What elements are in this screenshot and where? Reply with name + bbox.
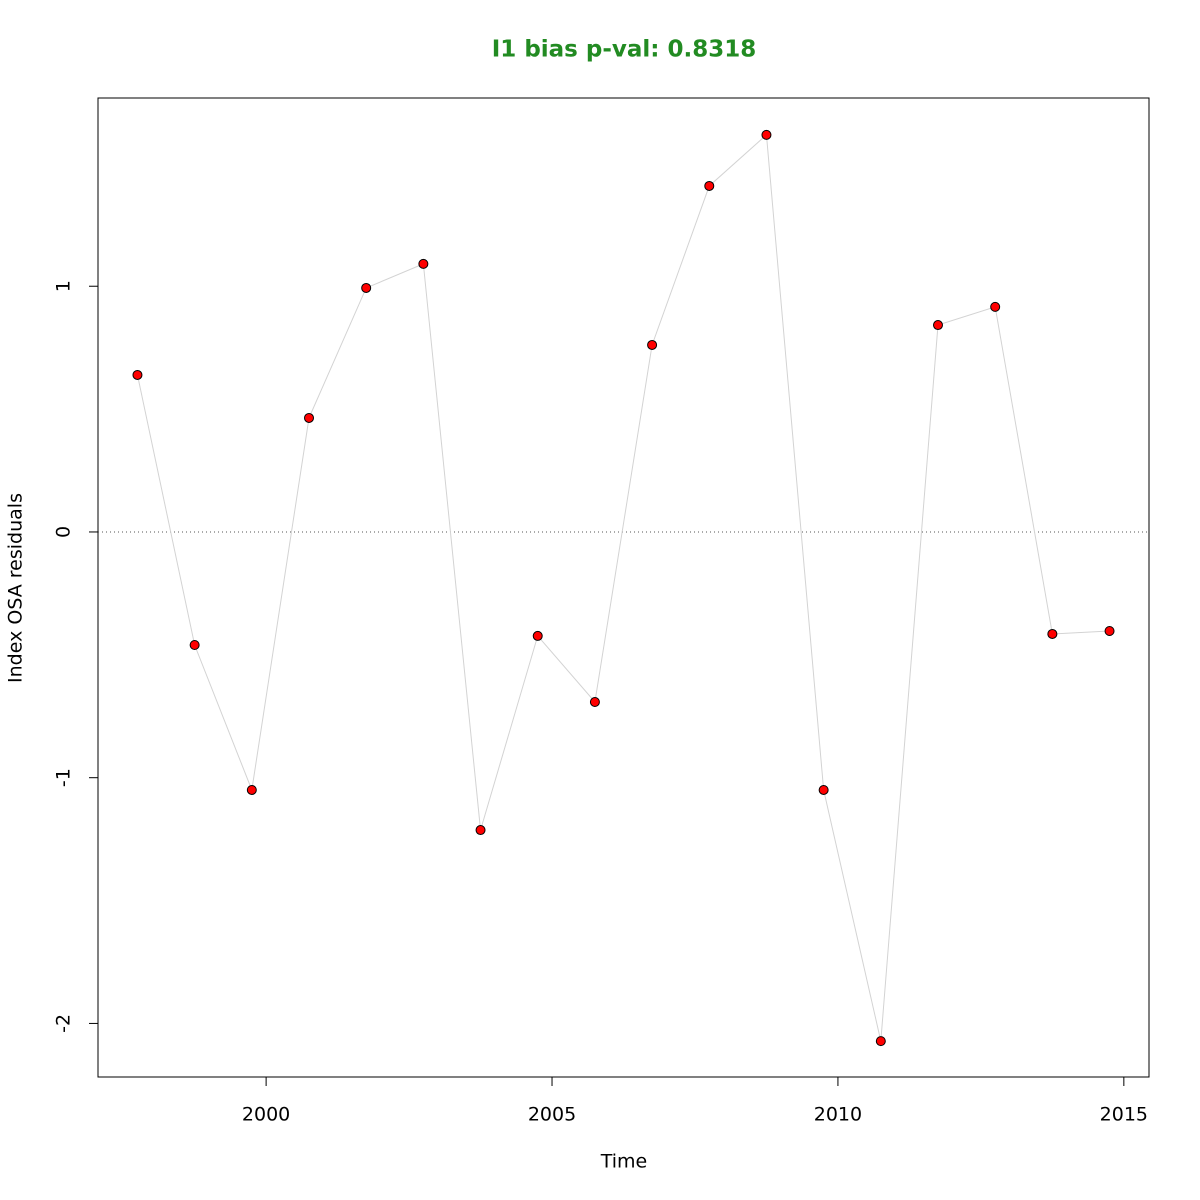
point: [475, 825, 486, 836]
y-axis-label: Index OSA residuals: [5, 493, 27, 683]
point: [132, 369, 143, 380]
point: [304, 412, 315, 423]
point: [818, 784, 829, 795]
point: [647, 339, 658, 350]
x-tick-label: 2015: [1100, 1104, 1148, 1126]
point: [761, 129, 772, 140]
x-axis-label: Time: [600, 1151, 648, 1173]
point: [189, 640, 200, 651]
point: [932, 320, 943, 331]
point: [704, 180, 715, 191]
point: [532, 630, 543, 641]
y-tick-label: -1: [53, 768, 75, 787]
x-tick-label: 2010: [814, 1104, 862, 1126]
y-tick-label: -2: [53, 1014, 75, 1033]
chart-title: I1 bias p-val: 0.8318: [492, 37, 757, 63]
point: [418, 258, 429, 269]
point: [1104, 625, 1115, 636]
point: [589, 697, 600, 708]
series-line: [136, 133, 1110, 1042]
y-tick-label: 1: [53, 280, 75, 292]
y-tick-label: 0: [53, 526, 75, 538]
x-tick-label: 2005: [528, 1104, 576, 1126]
point: [990, 301, 1001, 312]
point: [361, 282, 372, 293]
point: [875, 1036, 886, 1047]
x-tick-label: 2000: [242, 1104, 290, 1126]
point: [1047, 628, 1058, 639]
plot-frame: [97, 97, 1150, 1078]
point: [246, 784, 257, 795]
